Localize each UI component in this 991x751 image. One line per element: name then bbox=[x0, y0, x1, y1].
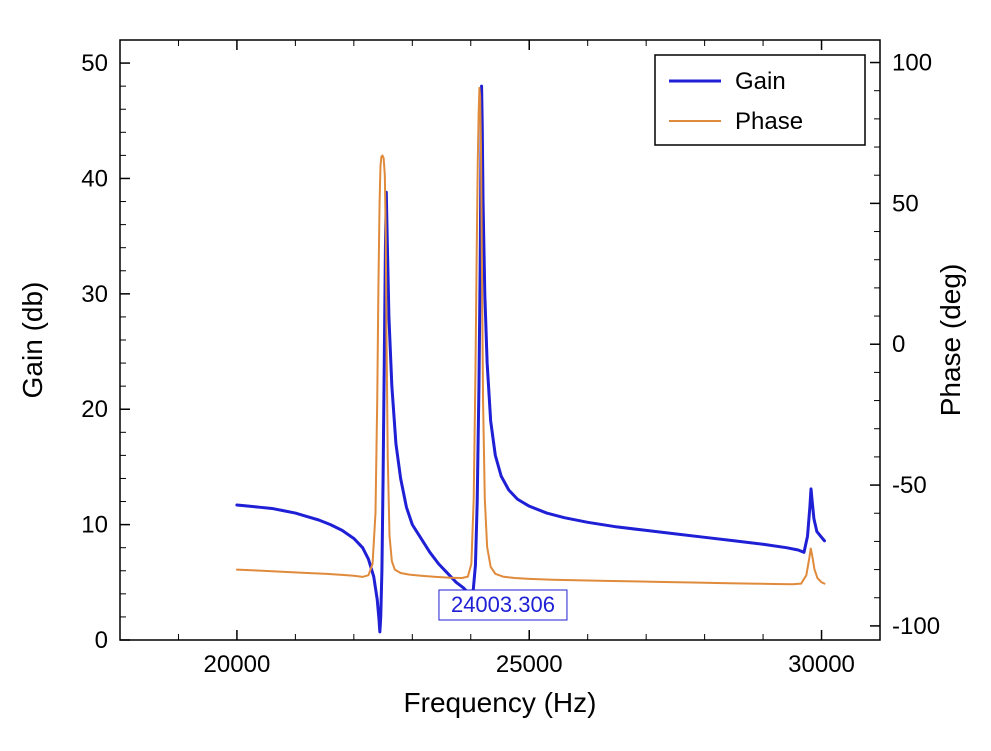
series-gain bbox=[237, 86, 825, 632]
chart-svg: 20000 25000 30000 0 10 20 30 40 50 -100 -50 0 50 100 F… bbox=[0, 0, 991, 751]
annotation-text: 24003.306 bbox=[451, 592, 555, 617]
yr-tick-label: -50 bbox=[892, 472, 927, 499]
yr-tick-label: -100 bbox=[892, 613, 940, 640]
x-tick-label: 25000 bbox=[496, 651, 563, 678]
yl-tick-label: 20 bbox=[81, 396, 108, 423]
yr-tick-label: 100 bbox=[892, 50, 932, 77]
x-tick-label: 30000 bbox=[788, 651, 855, 678]
chart-container: 20000 25000 30000 0 10 20 30 40 50 -100 -50 0 50 100 F… bbox=[0, 0, 991, 751]
yl-tick-label: 10 bbox=[81, 512, 108, 539]
yl-tick-label: 30 bbox=[81, 281, 108, 308]
yl-tick-label: 0 bbox=[95, 627, 108, 654]
legend-label: Phase bbox=[735, 108, 803, 135]
y-left-axis-label: Gain (db) bbox=[17, 282, 48, 399]
yr-tick-label: 0 bbox=[892, 331, 905, 358]
x-tick-label: 20000 bbox=[204, 651, 271, 678]
yl-tick-label: 40 bbox=[81, 165, 108, 192]
y-right-axis-label: Phase (deg) bbox=[935, 264, 966, 417]
legend-label: Gain bbox=[735, 68, 786, 95]
yl-tick-label: 50 bbox=[81, 50, 108, 77]
x-axis-label: Frequency (Hz) bbox=[404, 687, 597, 718]
series-phase bbox=[237, 88, 825, 584]
yr-tick-label: 50 bbox=[892, 190, 919, 217]
